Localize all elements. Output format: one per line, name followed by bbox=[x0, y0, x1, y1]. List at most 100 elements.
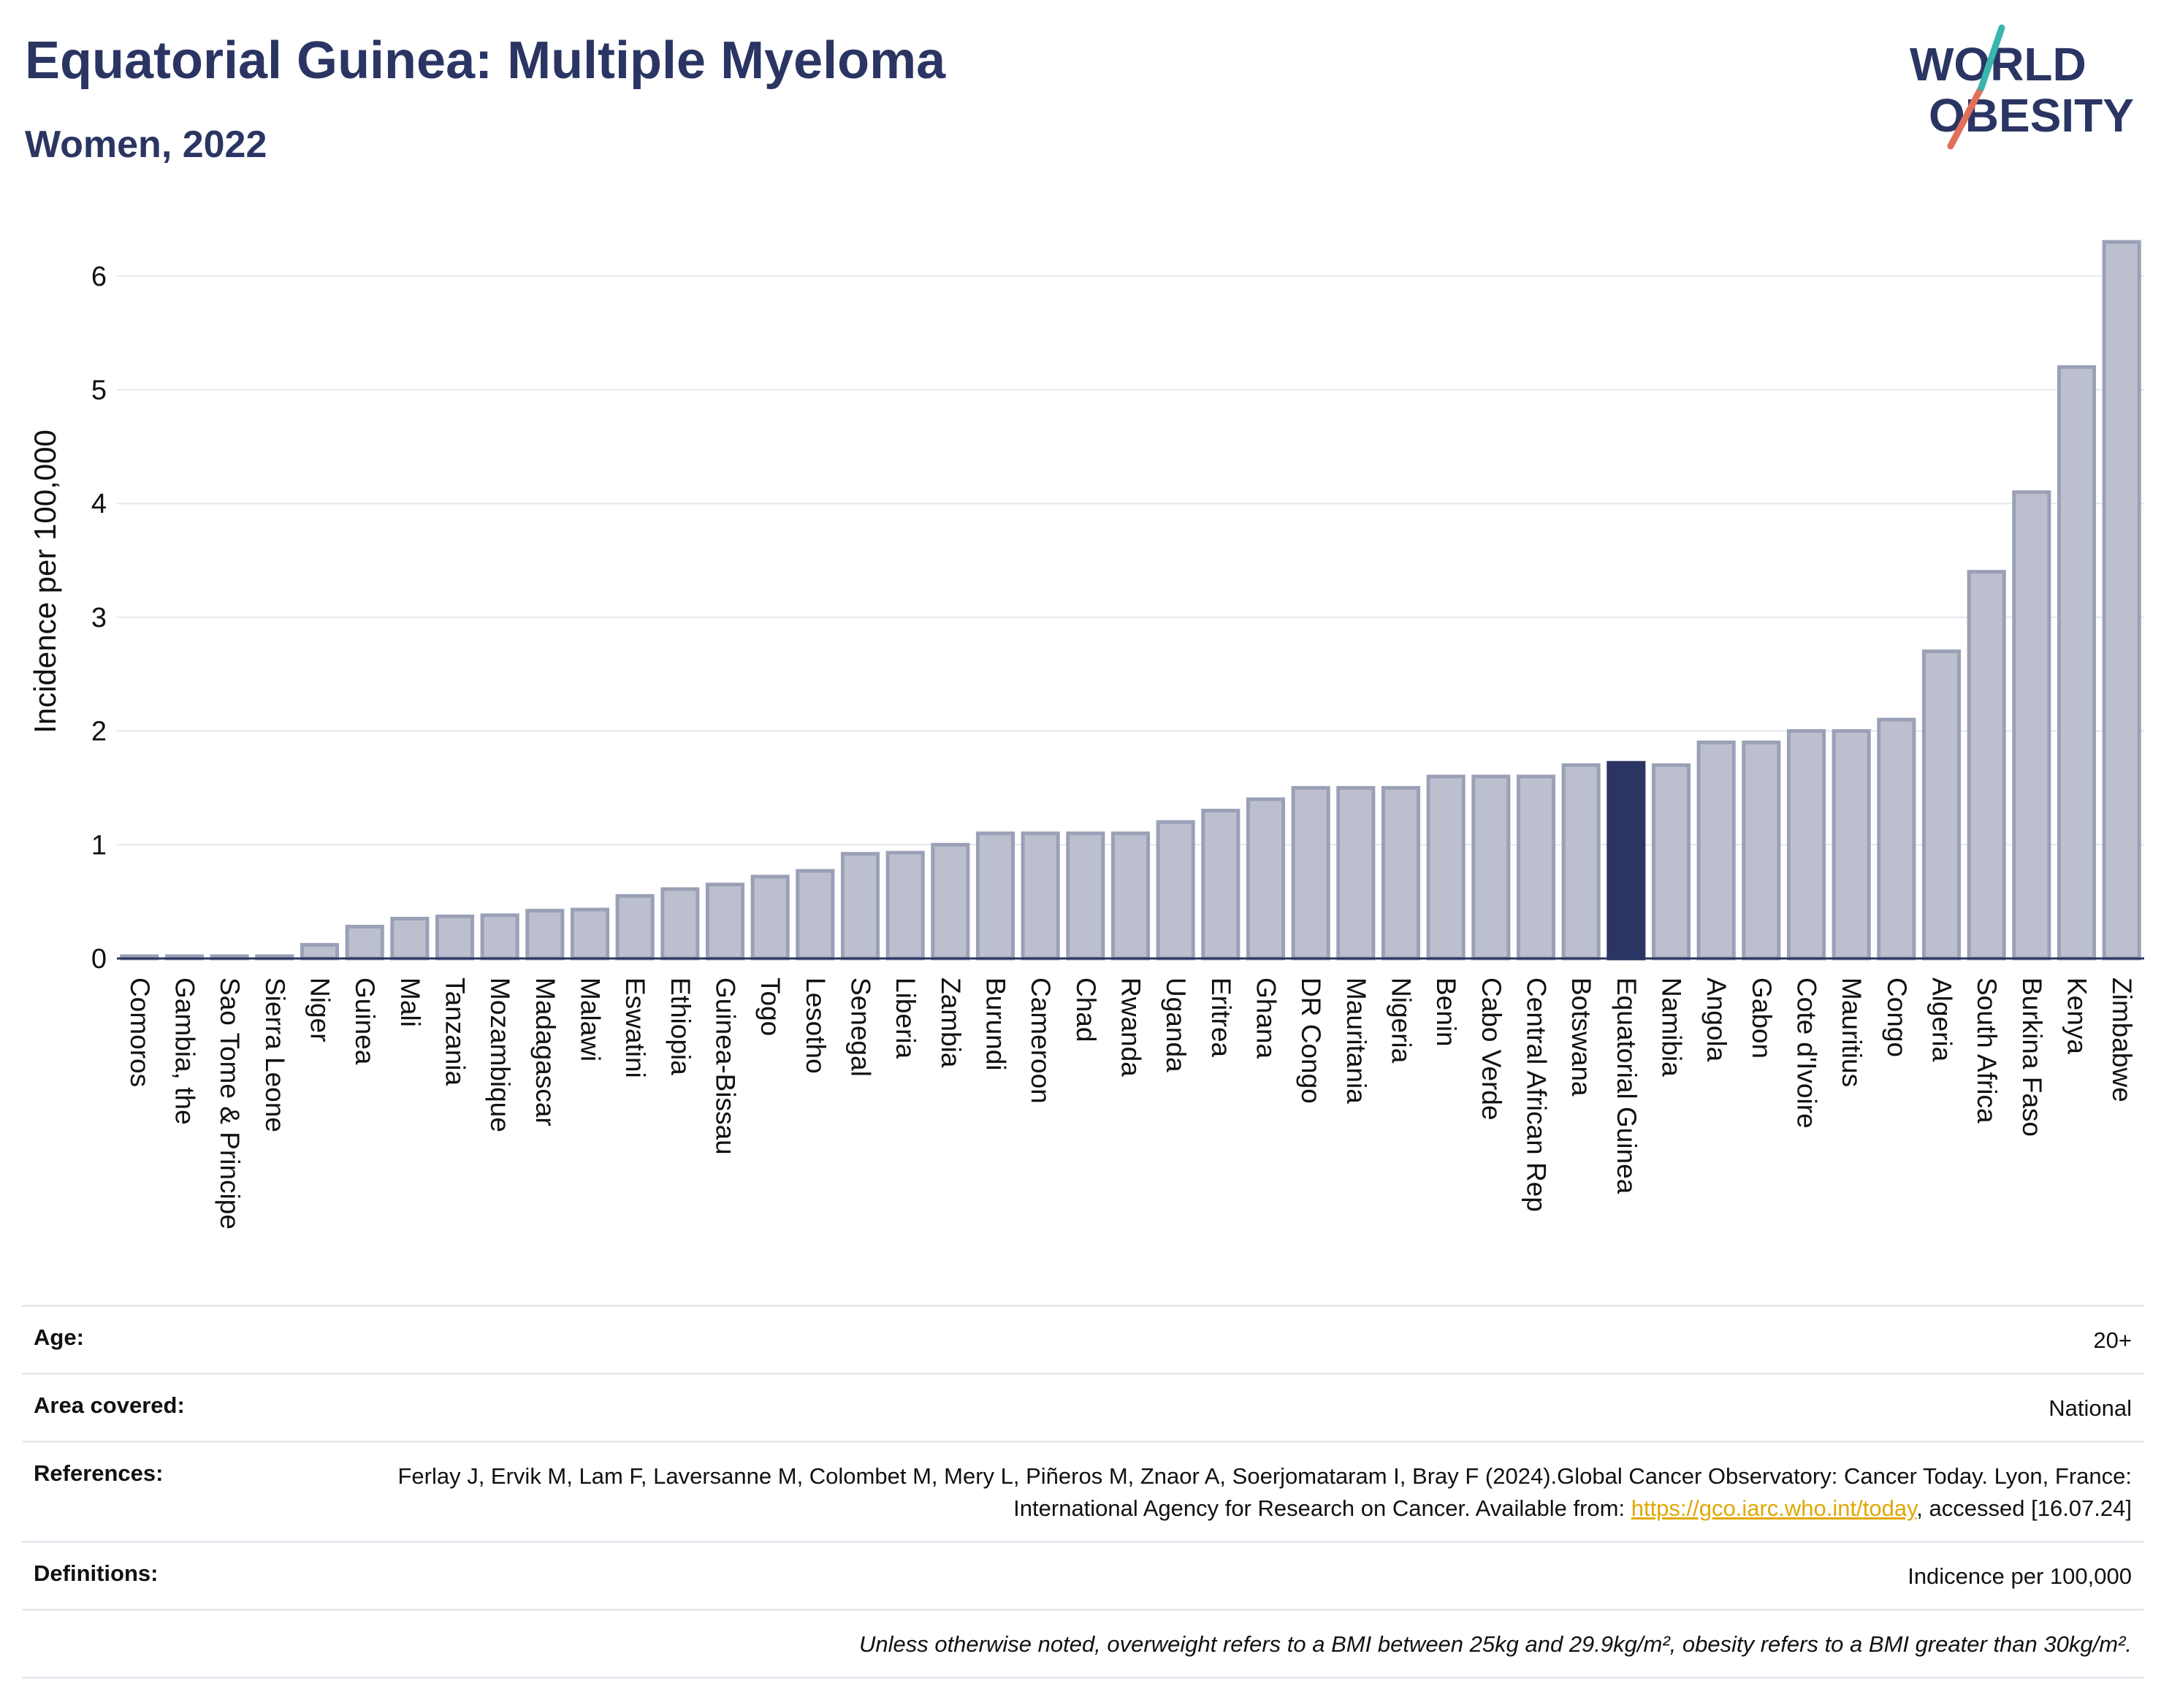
x-tick-label: Cabo Verde bbox=[1476, 977, 1506, 1120]
bar bbox=[1832, 729, 1871, 961]
bar bbox=[1967, 570, 2006, 961]
references-label: References: bbox=[34, 1460, 164, 1486]
bar bbox=[1516, 774, 1556, 961]
x-tick-label: Congo bbox=[1882, 977, 1912, 1057]
x-tick-label: Madagascar bbox=[530, 977, 560, 1126]
x-tick-label: Kenya bbox=[2062, 977, 2092, 1054]
bar bbox=[1246, 797, 1286, 961]
meta-row-references: References: Ferlay J, Ervik M, Lam F, La… bbox=[22, 1441, 2143, 1541]
bars bbox=[120, 240, 2141, 961]
x-tick-label: Angola bbox=[1701, 977, 1731, 1062]
age-label: Age: bbox=[34, 1324, 84, 1350]
world-obesity-logo: WORLD OBESITY bbox=[1910, 24, 2134, 150]
chart-title: Equatorial Guinea: Multiple Myeloma bbox=[25, 31, 946, 90]
bar bbox=[2057, 365, 2097, 961]
x-tick-label: Comoros bbox=[125, 977, 155, 1087]
bar bbox=[480, 913, 519, 961]
references-tail: , accessed [16.07.24] bbox=[1916, 1495, 2132, 1521]
x-tick-label: Ghana bbox=[1251, 977, 1281, 1059]
bar bbox=[1426, 774, 1466, 961]
y-tick-label: 3 bbox=[91, 603, 107, 633]
y-tick-label: 6 bbox=[91, 262, 107, 292]
bar bbox=[300, 942, 340, 961]
logo-slash-coral bbox=[1947, 84, 1985, 150]
bar bbox=[1651, 763, 1691, 961]
bar bbox=[1786, 729, 1826, 961]
references-link[interactable]: https://gco.iarc.who.int/today bbox=[1631, 1495, 1917, 1521]
x-tick-label: Togo bbox=[755, 977, 785, 1036]
bar bbox=[1561, 763, 1601, 961]
x-tick-labels: Comoros Gambia, the Sao Tome & Principe Sie… bbox=[125, 977, 2137, 1229]
x-tick-label: Eritrea bbox=[1206, 977, 1236, 1057]
bar bbox=[1336, 785, 1376, 961]
x-tick-label: Equatorial Guinea bbox=[1612, 977, 1642, 1194]
x-tick-label: Senegal bbox=[846, 977, 876, 1077]
bar bbox=[660, 887, 700, 961]
bar bbox=[975, 831, 1015, 961]
x-tick-label: Namibia bbox=[1657, 977, 1687, 1077]
x-tick-label: Benin bbox=[1431, 977, 1461, 1047]
y-tick-label: 2 bbox=[91, 717, 107, 747]
meta-row-age: Age: 20+ bbox=[22, 1305, 2143, 1373]
x-tick-label: Guinea bbox=[350, 977, 380, 1065]
y-tick-label: 4 bbox=[91, 489, 107, 519]
bar bbox=[1291, 785, 1330, 961]
bar bbox=[1471, 774, 1511, 961]
bar bbox=[570, 907, 610, 961]
bar-chart: 0 1 2 3 4 5 6 Comoros Gambia, the Sao Tome & Pri… bbox=[28, 240, 2144, 1229]
bar bbox=[1921, 649, 1962, 961]
x-tick-label: Tanzania bbox=[441, 977, 470, 1086]
metadata-table: Age: 20+ Area covered: National Referenc… bbox=[22, 1305, 2143, 1679]
bar bbox=[615, 893, 655, 961]
bar bbox=[1696, 740, 1736, 961]
bar bbox=[1156, 820, 1195, 961]
logo-slash-teal bbox=[1978, 24, 2005, 91]
bar bbox=[931, 842, 970, 961]
x-tick-label: Rwanda bbox=[1116, 977, 1146, 1077]
y-tick-label: 0 bbox=[91, 944, 107, 975]
x-tick-label: Mauritius bbox=[1837, 977, 1867, 1087]
x-tick-label: Cote d'Ivoire bbox=[1792, 977, 1822, 1129]
meta-row-area: Area covered: National bbox=[22, 1373, 2143, 1441]
references-value: Ferlay J, Ervik M, Lam F, Laversanne M, … bbox=[393, 1460, 2132, 1525]
x-tick-label: Zimbabwe bbox=[2107, 977, 2137, 1102]
x-tick-label: Burkina Faso bbox=[2017, 977, 2047, 1137]
chart-subtitle: Women, 2022 bbox=[25, 123, 267, 166]
bar bbox=[1742, 740, 1781, 961]
x-tick-label: Lesotho bbox=[801, 977, 831, 1074]
x-tick-label: Uganda bbox=[1161, 977, 1191, 1072]
bar bbox=[1110, 831, 1151, 961]
bar bbox=[390, 917, 430, 961]
bar bbox=[1021, 831, 1060, 961]
definitions-value: Indicence per 100,000 bbox=[1907, 1563, 2132, 1589]
bar bbox=[1066, 831, 1105, 961]
x-tick-label: Liberia bbox=[891, 977, 921, 1059]
bar bbox=[750, 874, 790, 961]
references-text: Ferlay J, Ervik M, Lam F, Laversanne M, … bbox=[397, 1463, 2132, 1521]
x-tick-label: Malawi bbox=[576, 977, 606, 1061]
bar bbox=[2102, 240, 2141, 961]
logo-line2: OBESITY bbox=[1929, 89, 2134, 142]
meta-row-note: Unless otherwise noted, overweight refer… bbox=[22, 1609, 2143, 1679]
x-tick-label: Sierra Leone bbox=[260, 977, 290, 1132]
x-tick-label: Gambia, the bbox=[170, 977, 200, 1125]
meta-row-definitions: Definitions: Indicence per 100,000 bbox=[22, 1541, 2143, 1609]
x-tick-label: Central African Rep bbox=[1522, 977, 1552, 1212]
bar bbox=[840, 852, 880, 961]
x-tick-label: Mozambique bbox=[485, 977, 515, 1132]
bar bbox=[796, 869, 835, 961]
y-axis-label: Incidence per 100,000 bbox=[28, 430, 62, 733]
definitions-label: Definitions: bbox=[34, 1560, 159, 1586]
y-tick-label: 5 bbox=[91, 375, 107, 406]
bar bbox=[705, 882, 745, 961]
x-tick-label: Algeria bbox=[1927, 977, 1957, 1062]
y-tick-label: 1 bbox=[91, 830, 107, 861]
x-tick-label: Chad bbox=[1071, 977, 1101, 1042]
bar bbox=[435, 914, 475, 961]
x-tick-label: Zambia bbox=[936, 977, 966, 1068]
bar bbox=[345, 924, 384, 961]
x-tick-label: Cameroon bbox=[1026, 977, 1056, 1104]
x-tick-label: Guinea-Bissau bbox=[711, 977, 741, 1155]
bar bbox=[525, 909, 565, 961]
area-value: National bbox=[2048, 1395, 2132, 1421]
